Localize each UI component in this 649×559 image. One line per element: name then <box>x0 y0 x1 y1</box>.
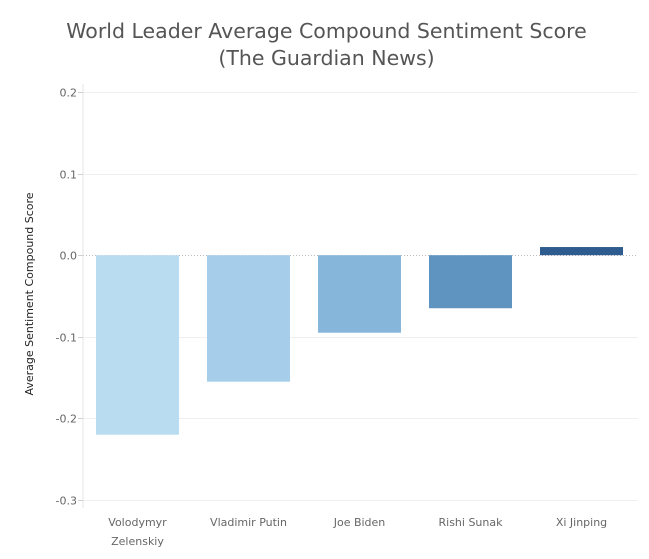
y-tick-label: 0.0 <box>60 250 78 263</box>
category-label: Vladimir Putin <box>210 516 287 529</box>
bar-3 <box>429 255 512 309</box>
category-label: Joe Biden <box>333 516 386 529</box>
bar-2 <box>318 255 401 333</box>
y-tick-label: 0.2 <box>60 87 78 100</box>
chart-title: World Leader Average Compound Sentiment … <box>0 18 649 72</box>
axes <box>78 84 84 508</box>
labels: 0.2 0.1 0.0 -0.1 -0.2 -0.3 Volodymyr Zelenskiy V… <box>56 87 608 549</box>
category-label: Rishi Sunak <box>439 516 504 529</box>
y-tick-label: -0.3 <box>56 495 77 508</box>
y-tick-label: 0.1 <box>60 169 78 182</box>
y-axis-title: Average Sentiment Compound Score <box>23 192 36 395</box>
category-label: Zelenskiy <box>111 535 164 548</box>
bars <box>96 247 623 435</box>
category-label: Volodymyr <box>108 516 167 529</box>
category-label: Xi Jinping <box>556 516 607 529</box>
y-tick-label: -0.1 <box>56 332 77 345</box>
chart-title-line1: World Leader Average Compound Sentiment … <box>66 19 587 43</box>
bar-4 <box>540 247 623 256</box>
bar-1 <box>207 255 290 382</box>
y-tick-label: -0.2 <box>56 413 77 426</box>
chart-title-line2: (The Guardian News) <box>218 46 435 70</box>
bar-0 <box>96 255 179 435</box>
